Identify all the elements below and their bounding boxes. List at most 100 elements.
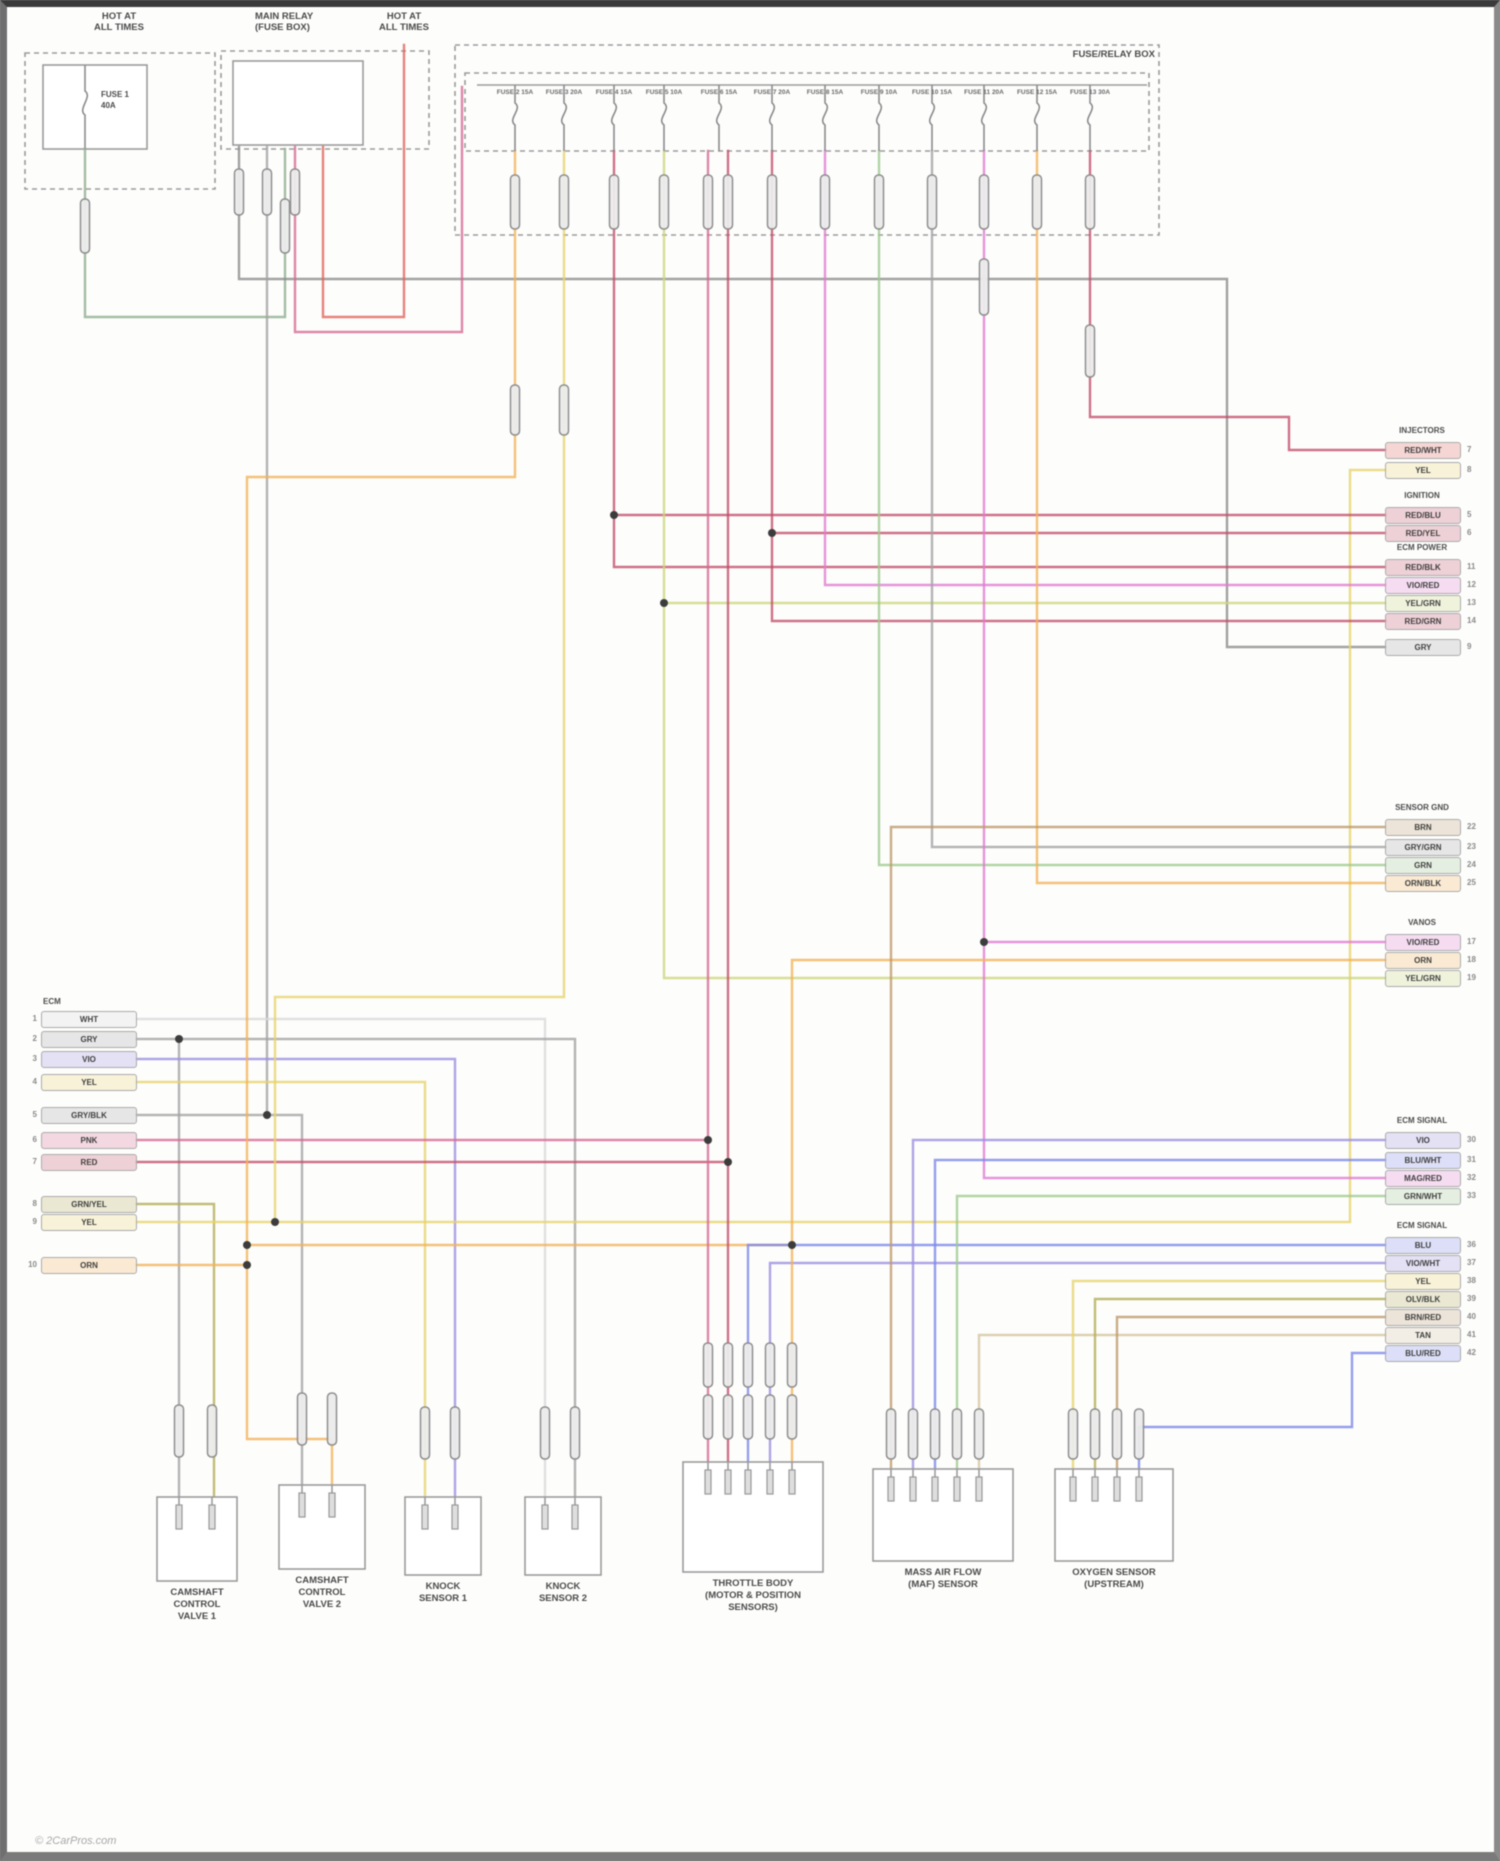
inline-connector bbox=[296, 1392, 308, 1446]
fuse-label: FUSE 2 15A bbox=[496, 89, 534, 96]
inline-connector bbox=[658, 174, 670, 230]
component-label: MASS AIR FLOW (MAF) SENSOR bbox=[873, 1567, 1013, 1591]
wire-color-label: YEL/GRN bbox=[1385, 970, 1461, 987]
fuse-label: FUSE 11 20A bbox=[964, 89, 1004, 96]
pin-number: 14 bbox=[1467, 616, 1476, 625]
wire bbox=[83, 147, 287, 319]
wire-color-label: VIO/RED bbox=[1385, 934, 1461, 951]
component-label-line: SENSORS) bbox=[728, 1602, 778, 1613]
pin-number: 19 bbox=[1467, 973, 1476, 982]
fuse-symbol bbox=[768, 85, 776, 151]
relay-title-line2: (FUSE BOX) bbox=[255, 22, 310, 33]
wire-color-label: BLU/WHT bbox=[1385, 1152, 1461, 1169]
component-pin-terminal bbox=[975, 1476, 983, 1502]
wire bbox=[770, 149, 1387, 623]
hot-label-line1: HOT AT bbox=[101, 11, 137, 22]
pin-number: 18 bbox=[1467, 955, 1476, 964]
fuse1-name: FUSE 1 bbox=[101, 90, 130, 99]
relay-title-line1: MAIN RELAY bbox=[255, 11, 314, 22]
hot-at-all-times-label-right: HOT AT ALL TIMES bbox=[349, 11, 459, 33]
inline-connector bbox=[764, 1342, 776, 1388]
component-label-line: OXYGEN SENSOR bbox=[1072, 1567, 1156, 1578]
inline-connector bbox=[449, 1406, 461, 1460]
pin-number: 32 bbox=[1467, 1173, 1476, 1182]
wire-color-label: GRY bbox=[1385, 639, 1461, 656]
wire-color-label: GRY bbox=[41, 1031, 137, 1048]
wire bbox=[245, 149, 517, 1487]
component-label-line: CAMSHAFT bbox=[295, 1575, 349, 1586]
component-label-line: (MOTOR & POSITION bbox=[705, 1590, 801, 1601]
wire bbox=[1088, 149, 1387, 452]
pin-number: 5 bbox=[32, 1110, 37, 1119]
pin-number: 39 bbox=[1467, 1294, 1476, 1303]
pin-number: 40 bbox=[1467, 1312, 1476, 1321]
relay-box-title: MAIN RELAY (FUSE BOX) bbox=[255, 11, 415, 33]
wire-color-label: RED bbox=[41, 1154, 137, 1171]
wire bbox=[135, 1080, 427, 1499]
pin-number: 13 bbox=[1467, 598, 1476, 607]
fuse-symbol bbox=[980, 85, 988, 151]
inline-connector bbox=[786, 1394, 798, 1440]
component-pin-terminal bbox=[744, 1469, 752, 1495]
inline-connector bbox=[742, 1394, 754, 1440]
wire-color-label: BLU bbox=[1385, 1237, 1461, 1254]
wire-color-label: YEL bbox=[1385, 1273, 1461, 1290]
pin-number: 37 bbox=[1467, 1258, 1476, 1267]
fuse-symbol bbox=[1086, 85, 1094, 151]
inline-connector bbox=[722, 1342, 734, 1388]
fuse-label: FUSE 9 10A bbox=[860, 89, 898, 96]
pin-number: 17 bbox=[1467, 937, 1476, 946]
wire bbox=[889, 825, 1387, 1471]
pin-number: 11 bbox=[1467, 562, 1476, 571]
wire-color-label: RED/BLK bbox=[1385, 559, 1461, 576]
pin-number: 22 bbox=[1467, 822, 1476, 831]
hot-label-line1: HOT AT bbox=[386, 11, 422, 22]
pin-number: 7 bbox=[32, 1157, 37, 1166]
wire-color-label: RED/WHT bbox=[1385, 442, 1461, 459]
wire-color-label: GRN/WHT bbox=[1385, 1188, 1461, 1205]
power-box-title: FUSE/RELAY BOX bbox=[1072, 49, 1155, 60]
hot-label-line2: ALL TIMES bbox=[94, 22, 144, 33]
inline-connector bbox=[978, 174, 990, 230]
component-pin-terminal bbox=[931, 1476, 939, 1502]
pin-number: 8 bbox=[1467, 465, 1472, 474]
fuse-label: FUSE 13 30A bbox=[1069, 89, 1111, 96]
wire-color-label: YEL bbox=[41, 1214, 137, 1231]
connector-group-header: SENSOR GND bbox=[1395, 803, 1449, 812]
component-label: OXYGEN SENSOR (UPSTREAM) bbox=[1044, 1567, 1184, 1591]
diagram-canvas bbox=[24, 43, 1387, 1582]
component-pin-terminal bbox=[887, 1476, 895, 1502]
fuse-label: FUSE 4 15A bbox=[595, 89, 633, 96]
connector-group-header: ECM SIGNAL bbox=[1396, 1221, 1448, 1230]
wire-color-label: GRN bbox=[1385, 857, 1461, 874]
component-pin-terminal bbox=[766, 1469, 774, 1495]
component-pin-terminal bbox=[704, 1469, 712, 1495]
pin-number: 30 bbox=[1467, 1135, 1476, 1144]
inline-connector bbox=[722, 1394, 734, 1440]
inline-connector bbox=[885, 1408, 897, 1460]
wire bbox=[662, 149, 1387, 980]
inline-connector bbox=[764, 1394, 776, 1440]
wire bbox=[321, 43, 406, 319]
wire-color-label: VIO bbox=[41, 1051, 137, 1068]
component-label-line: KNOCK bbox=[545, 1581, 581, 1592]
wire bbox=[135, 1057, 457, 1499]
wire bbox=[1137, 1351, 1387, 1471]
fuse-symbol bbox=[875, 85, 883, 151]
wire-color-label: VIO/RED bbox=[1385, 577, 1461, 594]
component-label-line: KNOCK bbox=[425, 1581, 461, 1592]
pin-number: 3 bbox=[32, 1054, 37, 1063]
pin-number: 6 bbox=[1467, 528, 1472, 537]
wire bbox=[612, 149, 1387, 569]
wire bbox=[1071, 1279, 1387, 1471]
wire-color-label: RED/BLU bbox=[1385, 507, 1461, 524]
fuse-symbol bbox=[821, 85, 829, 151]
fuse1-amp: 40A bbox=[101, 101, 116, 110]
hot-label-line2: ALL TIMES bbox=[379, 22, 429, 33]
ecm-connector-header: ECM bbox=[43, 997, 61, 1006]
inline-connector bbox=[929, 1408, 941, 1460]
wire bbox=[293, 85, 464, 334]
component-label-line: MASS AIR FLOW bbox=[904, 1567, 982, 1578]
inline-connector bbox=[569, 1406, 581, 1460]
wire-color-label: PNK bbox=[41, 1132, 137, 1149]
